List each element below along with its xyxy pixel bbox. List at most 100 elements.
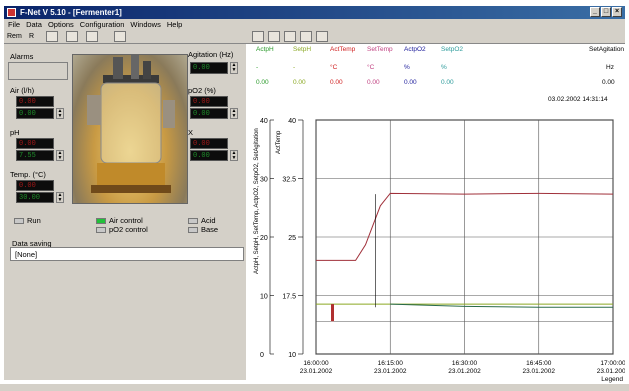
air-stepper[interactable]: ▲ ▼ [56,108,64,119]
po2-control-indicator [96,226,106,233]
y-tick-left: 0 [260,352,264,359]
x-tick-date: 23.01.2002 [300,368,333,375]
setagitation-unit: Hz [606,64,614,71]
x-tick-time: 16:15:00 [378,360,404,367]
series-line-2 [390,303,613,308]
ph-label: pH [10,128,20,137]
run-button[interactable]: Run [14,216,41,225]
header-name-acttemp: ActTemp [330,46,356,53]
alarm-marker [331,304,334,322]
x-tick-date: 23.01.2002 [448,368,481,375]
x-tick-time: 16:45:00 [526,360,552,367]
header-name-actpo2: ActpO2 [404,46,426,53]
alarms-box [8,62,68,80]
menu-data[interactable]: Data [26,20,42,29]
ph-set-display: 0.00 [16,138,54,149]
header-value-actpo2: 0.00 [404,79,417,86]
zoom-in-icon[interactable] [284,31,296,42]
ph-stepper[interactable]: ▲ ▼ [56,150,64,161]
x-tick-date: 23.01.2002 [374,368,407,375]
header-unit-actpo2: % [404,64,410,71]
y-tick-left: 30 [260,177,268,184]
temp-stepper[interactable]: ▲ ▼ [56,192,64,203]
rem-button[interactable]: Rem [7,33,22,40]
zoom-out-icon[interactable] [300,31,312,42]
status-bar [0,384,629,391]
temp-label: Temp. (°C) [10,170,46,179]
header-value-settemp: 0.00 [367,79,380,86]
header-unit-settemp: °C [367,64,375,71]
run-indicator [14,217,24,224]
ph-act-display: 7.55 [16,150,54,161]
po2-control-button[interactable]: pO2 control [96,225,148,234]
close-button[interactable]: × [612,7,622,17]
run-label: Run [27,216,41,225]
chart-area: ActpH - 0.00 SetpH - 0.00 ActTemp °C 0.00 SetTemp… [248,44,625,384]
po2-control-label: pO2 control [109,225,148,234]
y-tick-right: 40 [288,118,296,125]
acid-label: Acid [201,216,216,225]
y-tick-right: 17.5 [282,294,296,301]
header-value-actph: 0.00 [256,79,269,86]
temp-act-display: 30.00 [16,192,54,203]
y-tick-left: 10 [260,294,268,301]
x-tick-time: 16:00:00 [303,360,329,367]
y-tick-left: 40 [260,118,268,125]
print-icon[interactable] [114,31,126,42]
header-unit-setph: - [293,64,296,71]
settings-icon[interactable] [316,31,328,42]
alarms-label: Alarms [10,52,34,61]
series-line-0 [316,192,614,261]
base-button[interactable]: Base [188,225,218,234]
probe-icon[interactable] [46,31,58,42]
x-tick-time: 16:30:00 [452,360,478,367]
air-control-indicator [96,217,106,224]
pump-icon[interactable] [66,31,78,42]
po2-label: pO2 (%) [188,86,216,95]
data-saving-value: [None] [15,250,38,259]
agitation-display: 0.00 [190,62,228,74]
y-axis-label-left: ActpH, SetpH, SetTemp, ActpO2, SetpO2, S… [254,128,260,274]
data-saving-field[interactable]: [None] [10,247,244,261]
x-label: X [188,128,194,137]
acid-indicator [188,217,198,224]
title-bar: F-Net V 5.10 - [Fermenter1] _ □ × [4,6,625,19]
x-tick-date: 23.01.2002 [522,368,555,375]
acid-button[interactable]: Acid [188,216,216,225]
x-set-display: 0.00 [190,138,228,149]
header-name-setph: SetpH [293,46,312,53]
header-value-setpo2: 0.00 [441,79,454,86]
po2-stepper[interactable]: ▲ ▼ [230,108,238,119]
y-tick-left: 20 [260,235,268,242]
air-label: Air (l/h) [10,86,35,95]
y-tick-right: 10 [288,352,296,359]
minimize-button[interactable]: _ [590,7,600,17]
menu-windows[interactable]: Windows [130,20,161,29]
stop-icon[interactable] [86,31,98,42]
trend-chart[interactable]: 40 30 20 10 0 40 32.5 25 17.5 10 ActpH, SetpH, Set… [248,44,625,384]
y-tick-right: 25 [288,235,296,242]
header-unit-setpo2: % [441,64,447,71]
base-label: Base [201,225,219,234]
menu-file[interactable]: File [8,20,21,29]
menu-help[interactable]: Help [166,20,183,29]
y-tick-right: 32.5 [282,177,296,184]
table-icon[interactable] [252,31,264,42]
menu-configuration[interactable]: Configuration [79,20,125,29]
y-axis-label-right: ActTemp [276,130,282,154]
menu-options[interactable]: Options [47,20,74,29]
po2-act-display: 0.00 [190,108,228,119]
header-value-setph: 0.00 [293,79,306,86]
air-control-button[interactable]: Air control [96,216,143,225]
agitation-stepper[interactable]: ▲ ▼ [230,62,238,74]
header-name-setpo2: SetpO2 [441,46,464,53]
temp-set-display: 0.00 [16,180,54,191]
chart-icon[interactable] [268,31,280,42]
base-indicator [188,226,198,233]
maximize-button[interactable]: □ [601,7,611,17]
x-tick-time: 17:00:00 [600,360,625,367]
window-title: F-Net V 5.10 - [Fermenter1] [20,8,122,17]
left-panel: Alarms Agitation (Hz) 0.00 ▲ ▼ Air (l/h) … [4,44,246,380]
r-button[interactable]: R [29,33,35,40]
x-stepper[interactable]: ▲ ▼ [230,150,238,161]
